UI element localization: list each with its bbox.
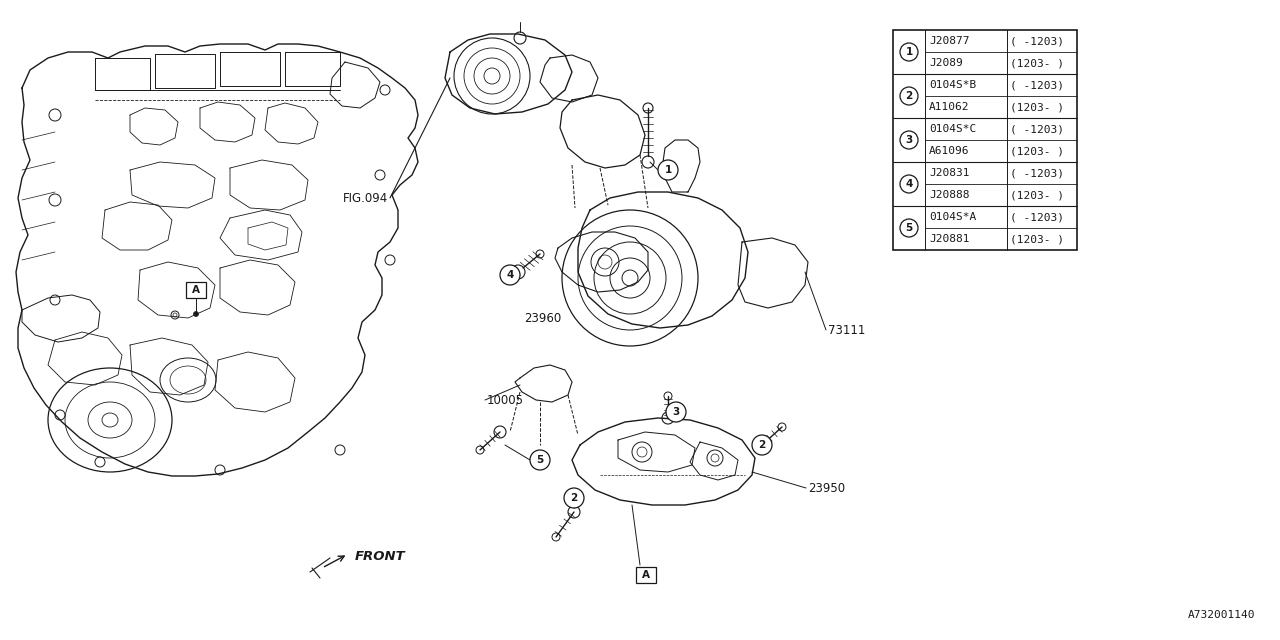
Text: 10005: 10005	[486, 394, 524, 406]
Text: (1203- ): (1203- )	[1010, 58, 1064, 68]
Text: A732001140: A732001140	[1188, 610, 1254, 620]
Text: 4: 4	[507, 270, 513, 280]
Circle shape	[900, 43, 918, 61]
Text: J20888: J20888	[929, 190, 969, 200]
Text: 3: 3	[905, 135, 913, 145]
Text: 0104S*B: 0104S*B	[929, 80, 977, 90]
Text: J2089: J2089	[929, 58, 963, 68]
Circle shape	[666, 402, 686, 422]
Text: A: A	[192, 285, 200, 295]
Text: J20877: J20877	[929, 36, 969, 46]
Circle shape	[900, 131, 918, 149]
Text: 73111: 73111	[828, 323, 865, 337]
Circle shape	[530, 450, 550, 470]
Text: (1203- ): (1203- )	[1010, 234, 1064, 244]
Text: ( -1203): ( -1203)	[1010, 124, 1064, 134]
Text: FIG.094: FIG.094	[343, 191, 388, 205]
Text: 5: 5	[536, 455, 544, 465]
Text: 1: 1	[905, 47, 913, 57]
Text: 1: 1	[664, 165, 672, 175]
Circle shape	[658, 160, 678, 180]
Text: 2: 2	[758, 440, 765, 450]
Text: ( -1203): ( -1203)	[1010, 168, 1064, 178]
Text: A11062: A11062	[929, 102, 969, 112]
Text: J20881: J20881	[929, 234, 969, 244]
Text: ( -1203): ( -1203)	[1010, 212, 1064, 222]
Text: A61096: A61096	[929, 146, 969, 156]
Text: 2: 2	[571, 493, 577, 503]
Text: (1203- ): (1203- )	[1010, 146, 1064, 156]
Circle shape	[900, 219, 918, 237]
Text: 23960: 23960	[524, 312, 561, 324]
Text: (1203- ): (1203- )	[1010, 102, 1064, 112]
Text: 2: 2	[905, 91, 913, 101]
Bar	[636, 567, 657, 583]
Text: 0104S*A: 0104S*A	[929, 212, 977, 222]
Text: ( -1203): ( -1203)	[1010, 36, 1064, 46]
Circle shape	[900, 87, 918, 105]
Text: (1203- ): (1203- )	[1010, 190, 1064, 200]
Text: 23950: 23950	[808, 481, 845, 495]
Circle shape	[900, 175, 918, 193]
Circle shape	[500, 265, 520, 285]
Text: J20831: J20831	[929, 168, 969, 178]
Text: 4: 4	[905, 179, 913, 189]
Text: 5: 5	[905, 223, 913, 233]
Text: 3: 3	[672, 407, 680, 417]
Bar	[186, 282, 206, 298]
Bar	[893, 30, 1076, 250]
Circle shape	[564, 488, 584, 508]
Text: A: A	[643, 570, 650, 580]
Text: ( -1203): ( -1203)	[1010, 80, 1064, 90]
Circle shape	[193, 312, 198, 317]
Text: 0104S*C: 0104S*C	[929, 124, 977, 134]
Text: FRONT: FRONT	[355, 550, 406, 563]
Circle shape	[753, 435, 772, 455]
